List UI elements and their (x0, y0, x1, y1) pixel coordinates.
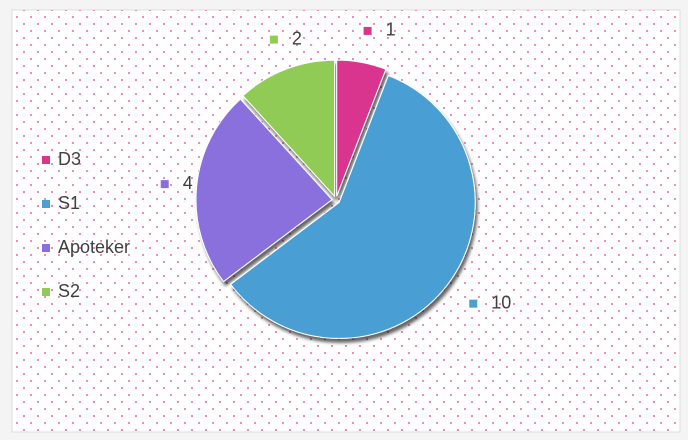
data-label: 2 (292, 28, 302, 48)
legend-label: Apoteker (58, 237, 130, 257)
pie-slice (242, 59, 336, 198)
pie-slice (229, 74, 476, 339)
legend-marker (42, 244, 50, 252)
legend-marker (42, 288, 50, 296)
data-label-marker (363, 26, 372, 35)
data-label: 10 (491, 292, 511, 312)
data-label-marker (160, 180, 169, 189)
legend-marker (42, 156, 50, 164)
data-label: 1 (386, 20, 396, 40)
legend-label: D3 (58, 149, 81, 169)
pie-slice (336, 59, 387, 197)
legend-label: S1 (58, 193, 80, 213)
pie (195, 59, 476, 339)
pie-slice (195, 98, 333, 283)
data-label-marker (469, 299, 478, 308)
data-label-marker (269, 35, 278, 44)
data-label: 4 (183, 173, 193, 193)
legend-label: S2 (58, 281, 80, 301)
legend-marker (42, 200, 50, 208)
